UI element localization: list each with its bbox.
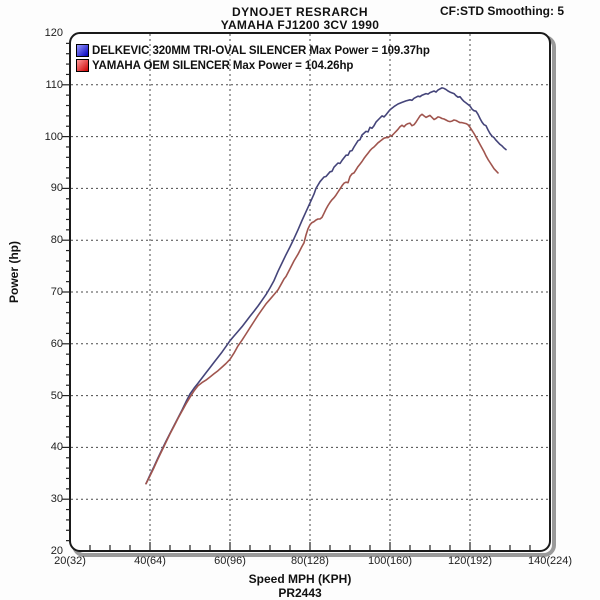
y-tick-label: 30 [50, 493, 63, 506]
legend-swatch-blue-icon [76, 44, 89, 57]
oem-power-curve [145, 113, 499, 485]
y-tick-label: 80 [50, 234, 63, 247]
legend-label-delkevic: DELKEVIC 320MM TRI-OVAL SILENCER Max Pow… [92, 44, 430, 57]
delkevic-power-curve [145, 87, 507, 485]
run-id: PR2443 [278, 586, 322, 600]
y-axis-title: Power (hp) [7, 241, 21, 303]
x-tick-label: 60(96) [214, 555, 246, 567]
smoothing-status: CF:STD Smoothing: 5 [440, 4, 564, 18]
legend-swatch-red-icon [76, 59, 89, 72]
legend-item-oem: YAMAHA OEM SILENCER Max Power = 104.26hp [76, 58, 430, 73]
y-tick-label: 110 [45, 78, 63, 91]
y-tick-label: 60 [50, 337, 63, 350]
x-tick-label: 40(64) [134, 555, 166, 567]
y-tick-label: 40 [50, 441, 63, 454]
y-tick-label: 70 [50, 286, 63, 298]
y-tick-label: 90 [50, 182, 63, 195]
y-tick-label: 100 [44, 130, 63, 143]
y-tick-label: 20 [50, 545, 63, 557]
x-tick-label: 140(224) [527, 555, 573, 567]
y-tick-label: 120 [44, 27, 63, 39]
x-tick-label: 120(192) [447, 555, 493, 567]
legend-label-oem: YAMAHA OEM SILENCER Max Power = 104.26hp [92, 59, 354, 72]
legend-item-delkevic: DELKEVIC 320MM TRI-OVAL SILENCER Max Pow… [76, 43, 430, 58]
x-axis-title: Speed MPH (KPH) [248, 572, 352, 586]
legend: DELKEVIC 320MM TRI-OVAL SILENCER Max Pow… [76, 43, 430, 73]
x-tick-label: 100(160) [367, 555, 413, 567]
y-tick-label: 50 [50, 389, 63, 402]
page-title: DYNOJET RESRARCH [231, 5, 368, 19]
page-subtitle: YAMAHA FJ1200 3CV 1990 [220, 18, 380, 32]
x-tick-label: 80(128) [291, 555, 329, 567]
x-tick-label: 20(32) [54, 555, 86, 567]
